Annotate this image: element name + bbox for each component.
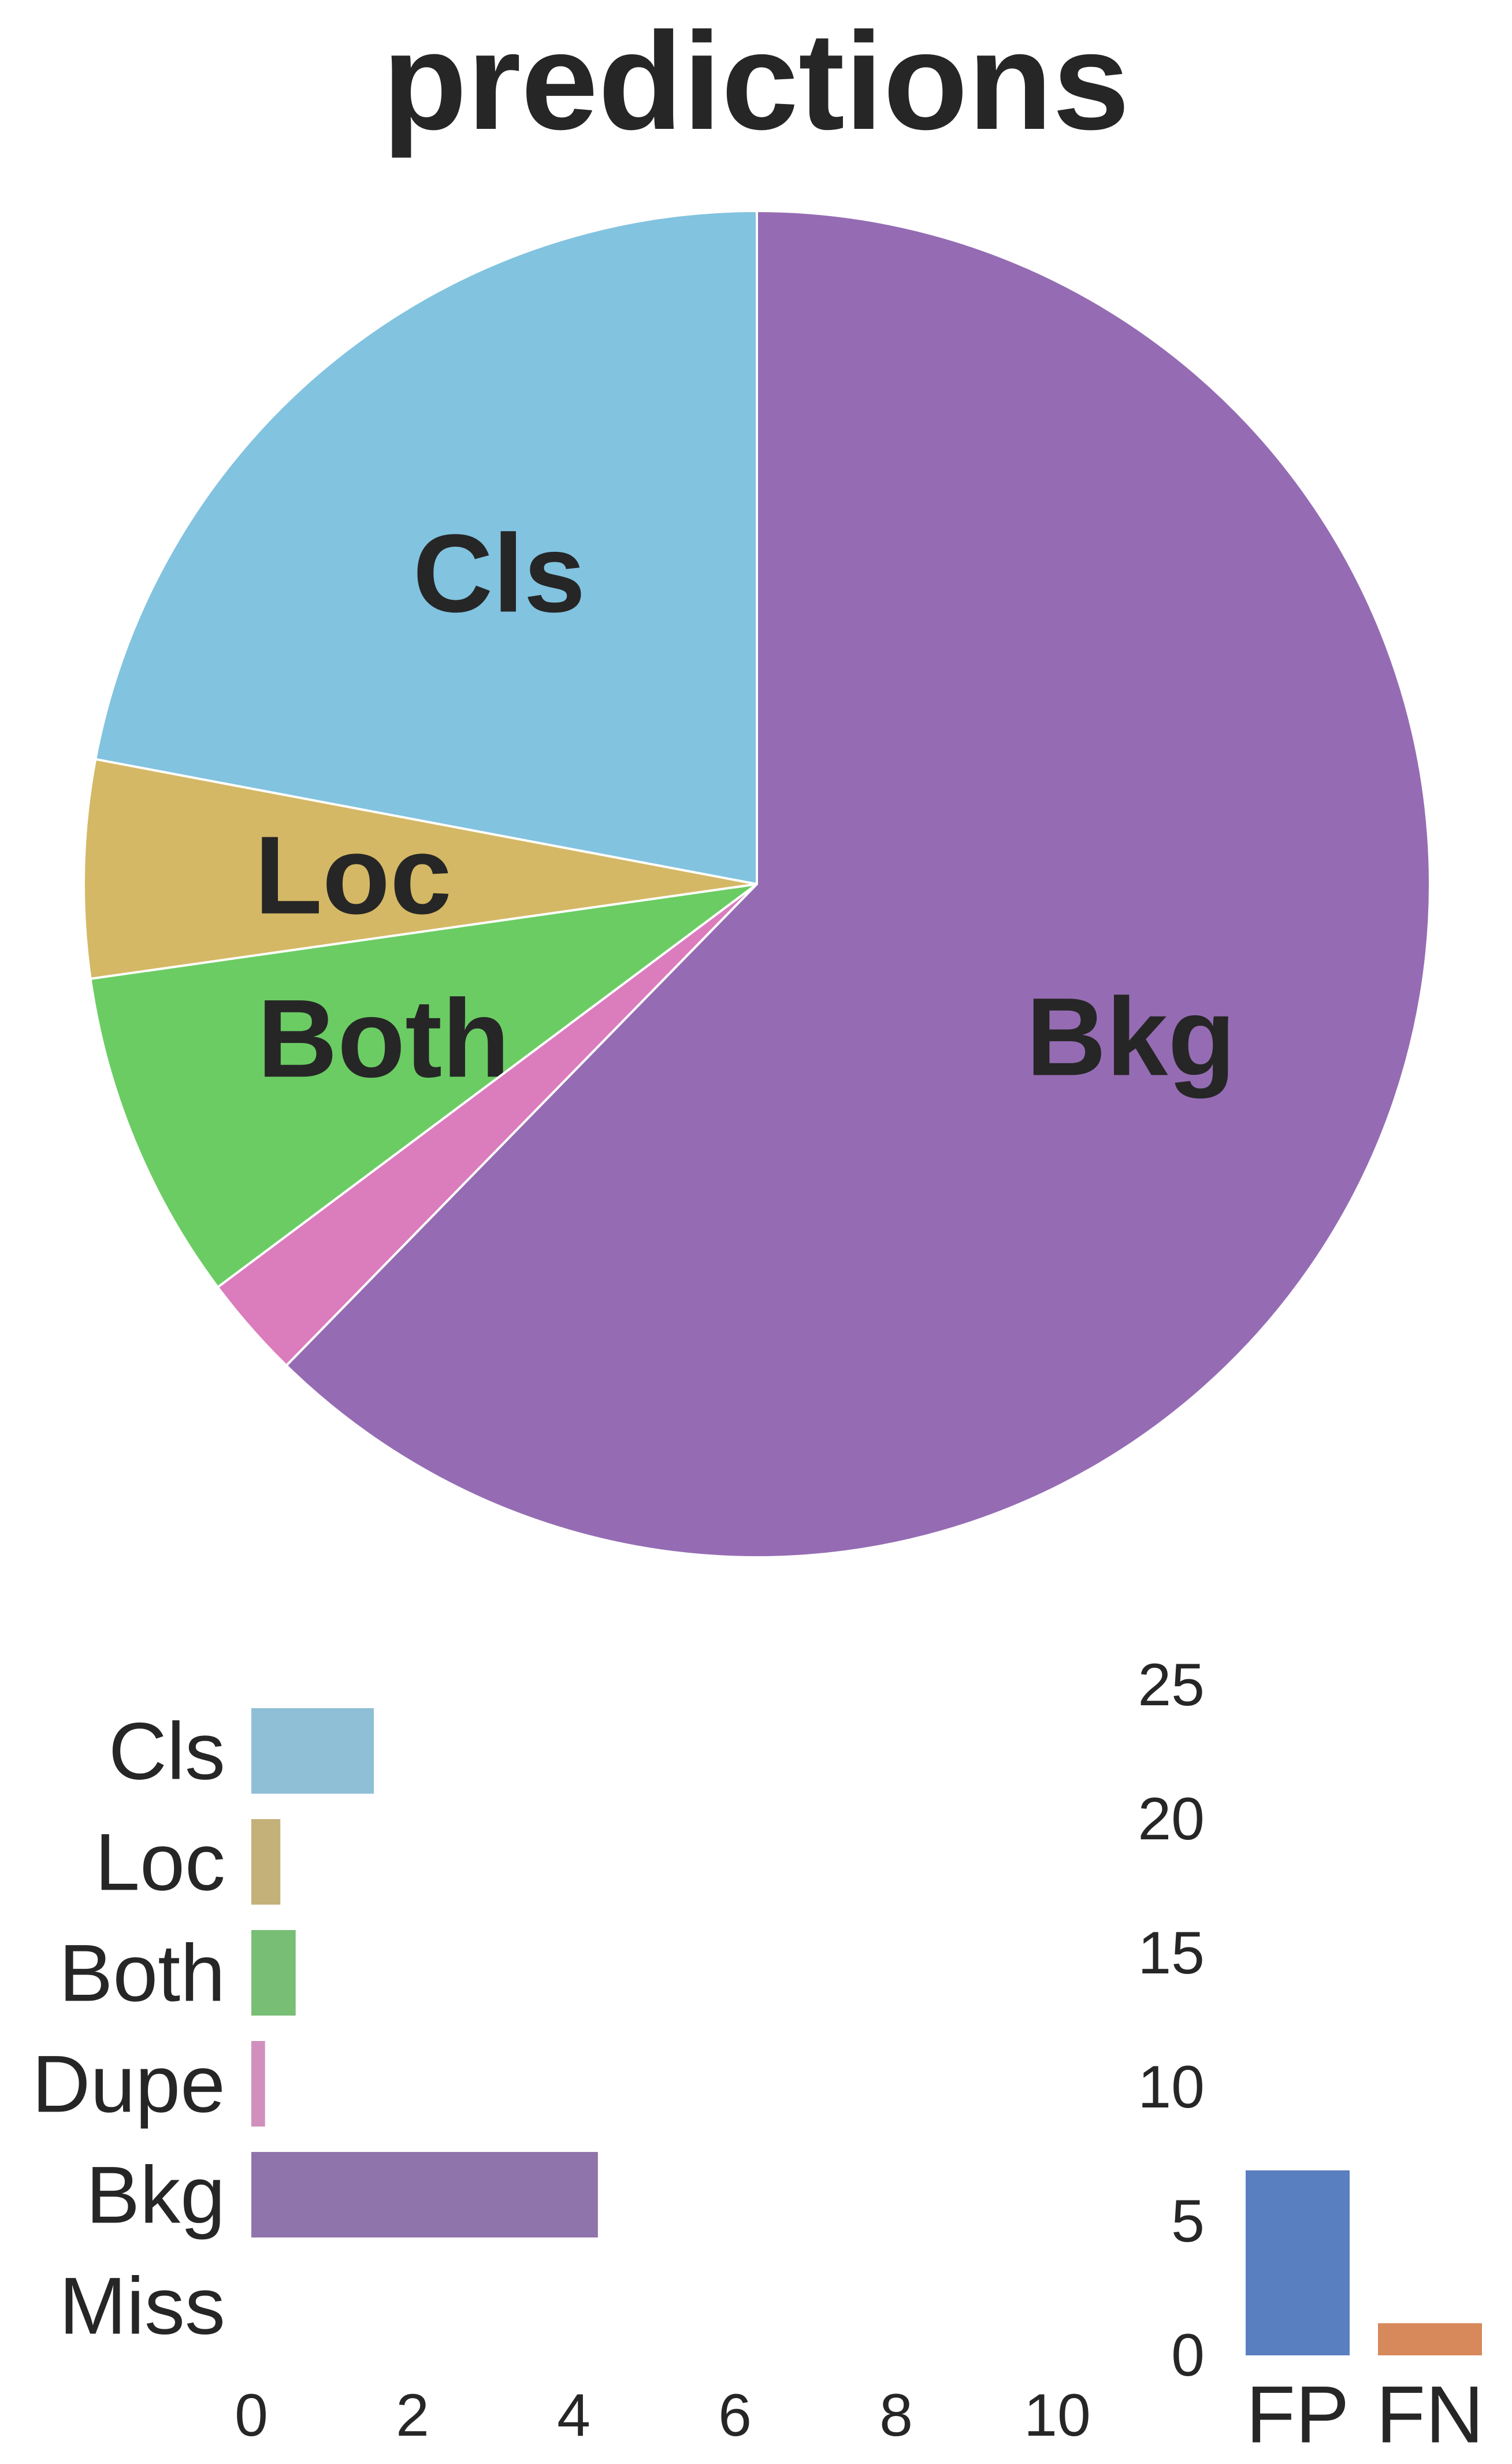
bar-fn [1378, 2323, 1482, 2355]
pie-label-cls: Cls [413, 511, 586, 635]
bar-fp [1246, 2170, 1350, 2355]
x-tick-label: 8 [879, 2382, 913, 2449]
pie-slice-cls [94, 209, 758, 886]
pie-slice-both [89, 883, 758, 1289]
y-tick-label: 25 [1138, 1652, 1205, 1719]
category-label-fn: FN [1376, 2369, 1484, 2460]
fp-fn-bar-chart: FP FN 0 5 10 15 20 25 [1138, 1652, 1484, 2460]
pie-label-loc: Loc [255, 813, 452, 937]
bar-loc [251, 1819, 281, 1905]
category-label-bkg: Bkg [86, 2150, 225, 2240]
pie-label-both: Both [257, 976, 510, 1100]
x-tick-label: 6 [718, 2382, 752, 2449]
pie-chart: Cls Loc Both Bkg [83, 209, 1431, 1558]
y-tick-label: 0 [1171, 2322, 1205, 2389]
bar-cls [251, 1708, 374, 1794]
y-tick-label: 20 [1138, 1786, 1205, 1853]
category-label-fp: FP [1246, 2369, 1350, 2460]
bar-bkg [251, 2152, 598, 2237]
category-label-cls: Cls [109, 1706, 225, 1797]
category-label-miss: Miss [59, 2261, 225, 2351]
y-tick-label: 5 [1171, 2188, 1205, 2255]
x-tick-label: 2 [396, 2382, 429, 2449]
pie-slice-bkg [284, 209, 1431, 1558]
x-tick-label: 4 [557, 2382, 590, 2449]
pie-slice-loc [83, 758, 757, 981]
y-tick-label: 15 [1138, 1920, 1205, 1987]
x-tick-label: 0 [235, 2382, 268, 2449]
category-label-loc: Loc [95, 1817, 225, 1908]
bar-dupe [251, 2041, 265, 2127]
pie-label-bkg: Bkg [1026, 974, 1236, 1099]
bar-both [251, 1930, 296, 2016]
category-label-both: Both [59, 1928, 225, 2018]
x-tick-label: 10 [1024, 2382, 1091, 2449]
category-label-dupe: Dupe [32, 2039, 225, 2129]
chart-title: predictions [382, 3, 1130, 158]
y-tick-label: 10 [1138, 2054, 1205, 2121]
